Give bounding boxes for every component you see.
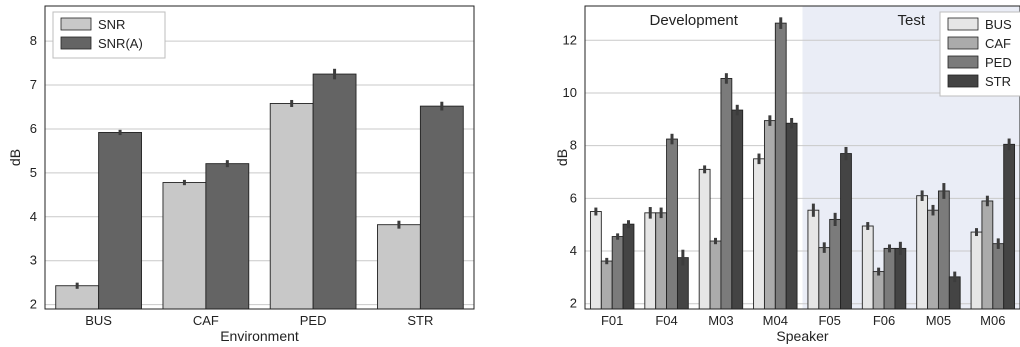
bar-caf-f04 bbox=[655, 212, 668, 310]
y-tick-label: 6 bbox=[30, 121, 37, 136]
y-tick-label: 12 bbox=[563, 32, 577, 47]
x-axis-label: Environment bbox=[220, 328, 299, 344]
bar-caf-m04 bbox=[763, 120, 776, 310]
y-tick-label: 8 bbox=[30, 33, 37, 48]
x-tick-label-f01: F01 bbox=[601, 313, 623, 328]
legend-swatch-snra bbox=[60, 36, 92, 50]
bar-str-f05 bbox=[840, 153, 852, 310]
bar-ped-f01 bbox=[611, 236, 624, 310]
bar-bus-f05 bbox=[807, 209, 820, 310]
bar-snra-bus bbox=[98, 132, 142, 310]
legend-swatch-ped bbox=[947, 55, 979, 69]
x-tick-label-caf: CAF bbox=[193, 313, 219, 328]
legend-label-bus: BUS bbox=[985, 17, 1012, 32]
bar-bus-m04 bbox=[753, 158, 765, 310]
legend-label-snra: SNR(A) bbox=[98, 36, 143, 51]
legend-swatch-str bbox=[947, 74, 979, 88]
legend-swatch-snr bbox=[60, 17, 92, 31]
bar-bus-f06 bbox=[861, 225, 874, 310]
bar-caf-m06 bbox=[981, 200, 994, 310]
bar-snr-ped bbox=[269, 103, 314, 310]
x-tick-label-f05: F05 bbox=[818, 313, 840, 328]
bar-ped-f04 bbox=[666, 138, 678, 310]
x-tick-label-f06: F06 bbox=[873, 313, 895, 328]
legend-label-snr: SNR bbox=[98, 17, 125, 32]
bar-bus-m06 bbox=[970, 231, 983, 310]
bar-str-f01 bbox=[622, 223, 635, 310]
x-tick-label-str: STR bbox=[407, 313, 433, 328]
y-axis-label: dB bbox=[7, 149, 23, 166]
plot-frame bbox=[44, 5, 475, 310]
x-tick-label-m03: M03 bbox=[708, 313, 733, 328]
x-tick-label-m06: M06 bbox=[980, 313, 1005, 328]
bar-ped-f05 bbox=[829, 218, 842, 310]
bar-ped-m05 bbox=[937, 190, 950, 310]
bar-caf-f01 bbox=[600, 260, 613, 310]
bar-str-f06 bbox=[894, 247, 907, 310]
y-tick-label: 10 bbox=[563, 85, 577, 100]
snr-by-environment-chart: 2 3 4 5 6 7 8 BUS CAF PED STR Environment dB SNR SNR(A… bbox=[7, 5, 475, 344]
y-tick-label: 8 bbox=[570, 138, 577, 153]
x-axis-label: Speaker bbox=[776, 328, 828, 344]
y-tick-label: 5 bbox=[30, 165, 37, 180]
bar-ped-m06 bbox=[992, 243, 1005, 310]
bar-snr-caf bbox=[162, 182, 207, 310]
plot-frame bbox=[584, 5, 1020, 310]
bar-str-m06 bbox=[1003, 143, 1016, 310]
x-tick-label-f04: F04 bbox=[655, 313, 677, 328]
x-tick-label-m04: M04 bbox=[763, 313, 788, 328]
region-label-development: Development bbox=[650, 12, 739, 29]
legend-label-str: STR bbox=[985, 74, 1011, 89]
bar-caf-f06 bbox=[872, 271, 885, 310]
bar-bus-m03 bbox=[698, 168, 711, 310]
bar-caf-m05 bbox=[927, 209, 939, 310]
legend-swatch-bus bbox=[947, 17, 979, 31]
bar-caf-f05 bbox=[818, 247, 831, 310]
bar-ped-m04 bbox=[774, 22, 787, 310]
y-tick-label: 2 bbox=[570, 296, 577, 311]
y-tick-label: 6 bbox=[570, 190, 577, 205]
legend-label-ped: PED bbox=[985, 55, 1012, 70]
bar-ped-f06 bbox=[883, 247, 896, 310]
snr-by-speaker-chart: 2 4 6 8 10 12 F01 F04 M03 M04 F05 F06 M05 M06 Developm… bbox=[554, 5, 1020, 344]
x-tick-label-m05: M05 bbox=[926, 313, 951, 328]
y-axis-label: dB bbox=[554, 149, 570, 166]
y-tick-label: 4 bbox=[570, 243, 577, 258]
x-tick-label-bus: BUS bbox=[85, 313, 112, 328]
bar-snra-ped bbox=[312, 73, 357, 310]
x-tick-label-ped: PED bbox=[300, 313, 327, 328]
bar-str-m03 bbox=[731, 109, 744, 310]
y-tick-label: 2 bbox=[30, 297, 37, 312]
y-tick-label: 7 bbox=[30, 77, 37, 92]
bar-snra-caf bbox=[205, 163, 250, 310]
bar-snr-bus bbox=[55, 285, 100, 310]
y-tick-label: 4 bbox=[30, 209, 37, 224]
bar-bus-f01 bbox=[589, 211, 602, 310]
region-label-test: Test bbox=[897, 12, 925, 29]
bar-str-m04 bbox=[785, 122, 798, 310]
bar-bus-m05 bbox=[916, 195, 929, 310]
bar-snr-str bbox=[377, 224, 421, 310]
bar-snra-str bbox=[419, 105, 464, 310]
bar-ped-m03 bbox=[720, 78, 733, 310]
bar-caf-m03 bbox=[709, 240, 722, 310]
bar-bus-f04 bbox=[644, 212, 657, 310]
legend-swatch-caf bbox=[947, 36, 979, 50]
y-tick-label: 3 bbox=[30, 253, 37, 268]
legend-label-caf: CAF bbox=[985, 36, 1011, 51]
